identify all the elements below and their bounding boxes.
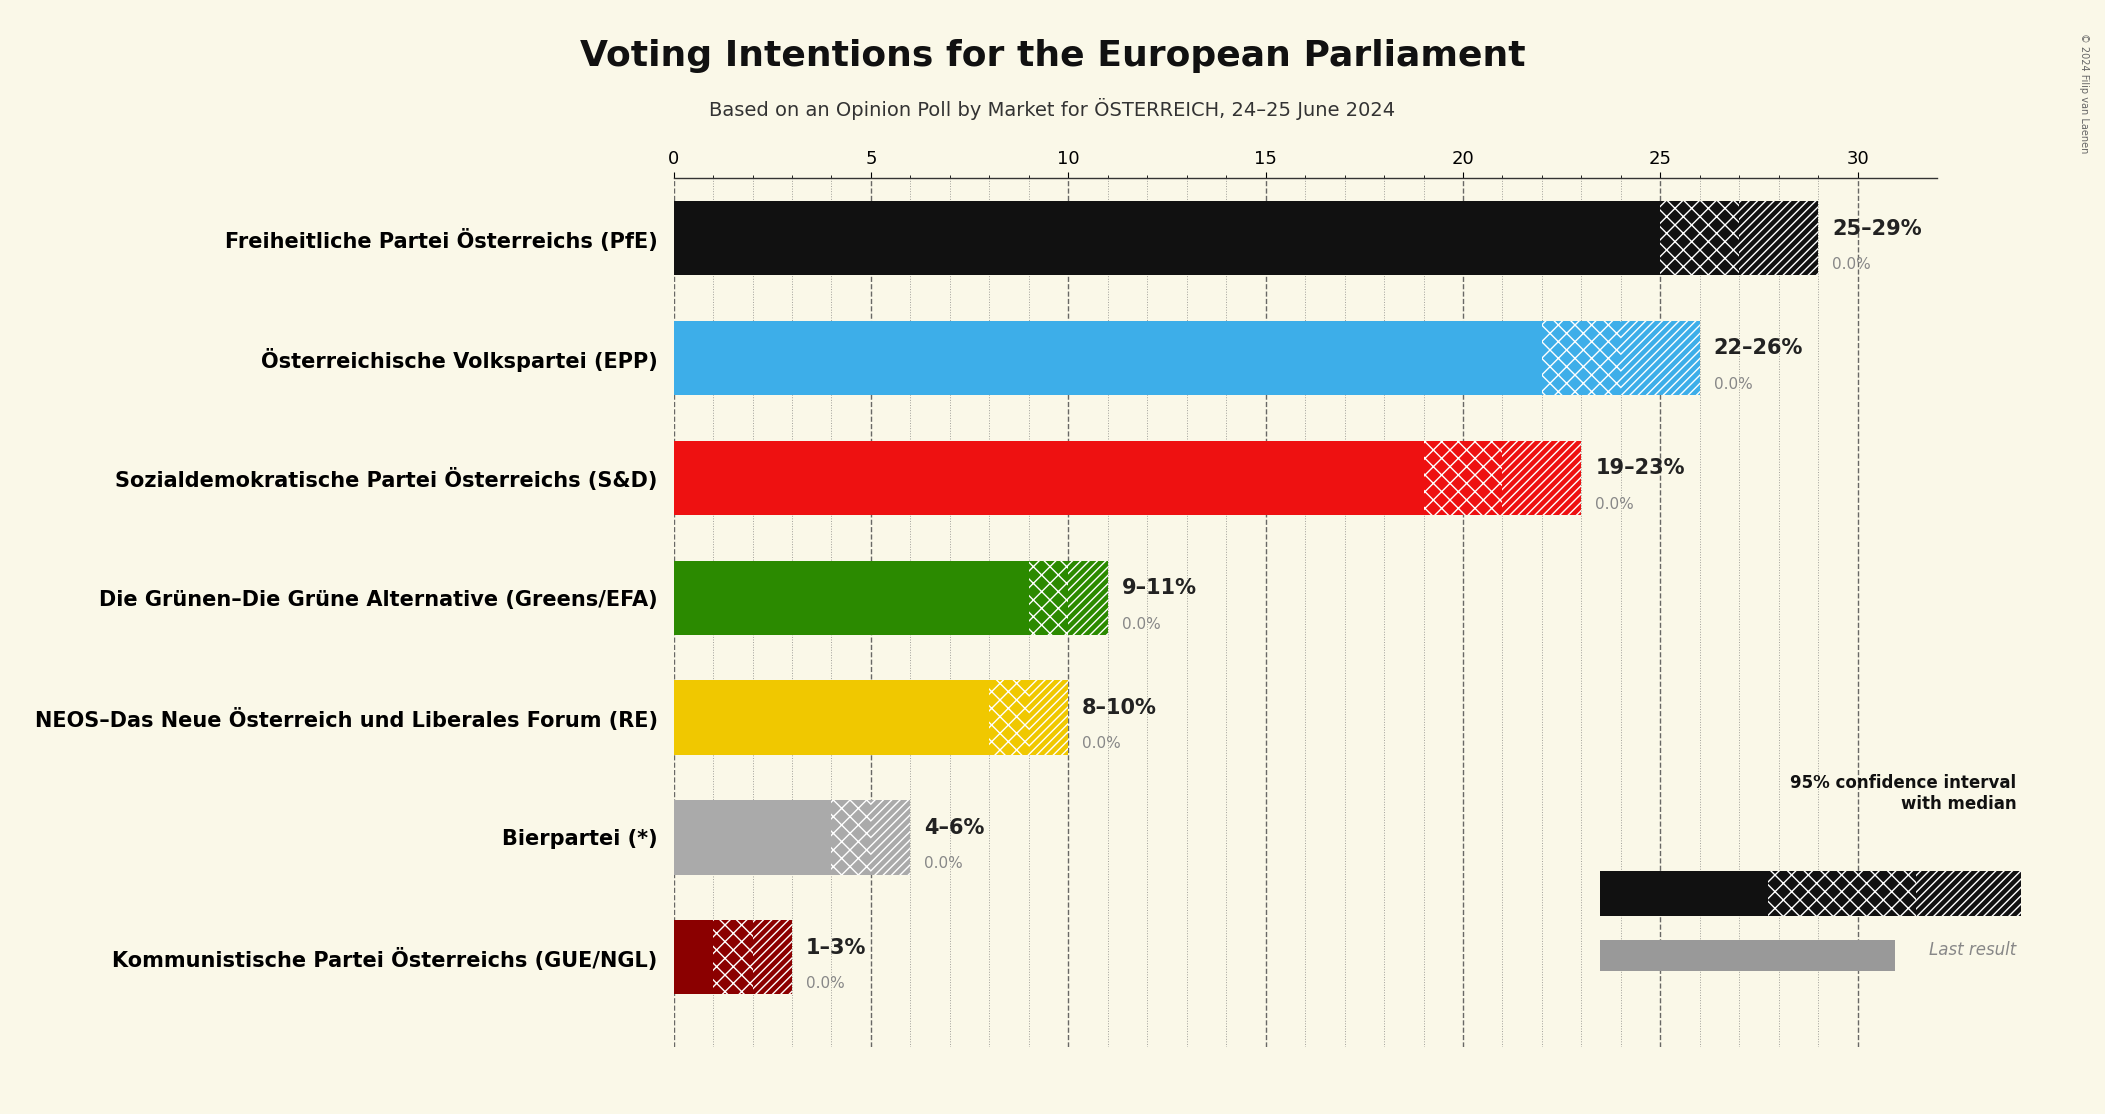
Bar (831, 800, 871, 874)
Text: 1–3%: 1–3% (806, 938, 865, 958)
Bar (1029, 560, 1067, 635)
Bar (1661, 201, 1739, 275)
Text: 0.0%: 0.0% (1831, 257, 1871, 272)
Text: 4–6%: 4–6% (924, 818, 985, 838)
Text: 8–10%: 8–10% (1082, 698, 1158, 719)
Text: © 2024 Filip van Laenen: © 2024 Filip van Laenen (2080, 33, 2088, 154)
Bar (1541, 321, 1621, 395)
Text: 0.0%: 0.0% (806, 976, 844, 991)
Text: Last result: Last result (1930, 941, 2017, 959)
Bar (674, 441, 1503, 515)
Text: Voting Intentions for the European Parliament: Voting Intentions for the European Parli… (579, 39, 1526, 74)
Text: 9–11%: 9–11% (1122, 578, 1196, 598)
Bar (989, 681, 1029, 754)
Text: 0.0%: 0.0% (1082, 736, 1120, 752)
Text: 0.0%: 0.0% (1713, 377, 1751, 392)
Bar (1423, 441, 1503, 515)
Bar (1067, 560, 1107, 635)
Bar (674, 800, 871, 874)
Bar (674, 321, 1621, 395)
Text: 0.0%: 0.0% (1596, 497, 1633, 511)
Text: 95% confidence interval
with median: 95% confidence interval with median (1791, 774, 2017, 813)
Bar (1029, 681, 1067, 754)
Bar (714, 920, 754, 995)
Bar (871, 800, 909, 874)
Text: 0.0%: 0.0% (1122, 616, 1160, 632)
Bar (674, 201, 1739, 275)
Bar (674, 560, 1067, 635)
Text: 25–29%: 25–29% (1831, 218, 1922, 238)
Bar (674, 920, 754, 995)
Text: 22–26%: 22–26% (1713, 339, 1804, 359)
Bar (1916, 871, 2021, 916)
Bar (1503, 441, 1581, 515)
Bar (1739, 201, 1819, 275)
Text: Based on an Opinion Poll by Market for ÖSTERREICH, 24–25 June 2024: Based on an Opinion Poll by Market for Ö… (709, 98, 1396, 120)
Bar (1600, 871, 1768, 916)
Text: 0.0%: 0.0% (924, 857, 962, 871)
Bar (1621, 321, 1701, 395)
Bar (1768, 871, 1916, 916)
Bar (674, 681, 1029, 754)
Bar (1600, 940, 1894, 971)
Text: 19–23%: 19–23% (1596, 458, 1684, 478)
Bar (754, 920, 791, 995)
